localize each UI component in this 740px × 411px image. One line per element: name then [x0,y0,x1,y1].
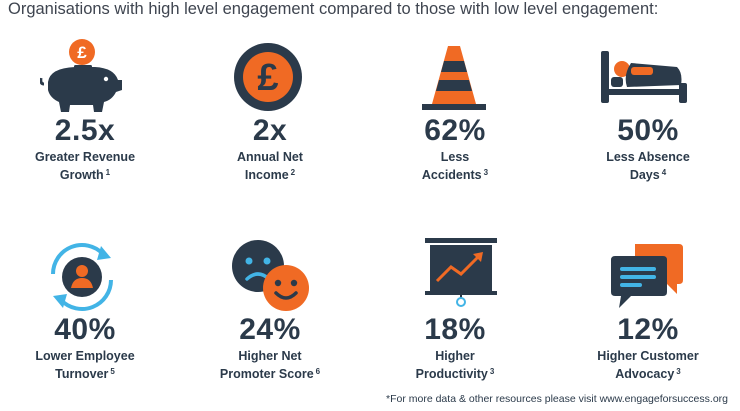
svg-text:£: £ [77,43,87,62]
stat-value: 50% [617,114,679,147]
stat-revenue: 2.5x Greater Revenue Growth 1 [0,115,170,183]
stat-income: 2x Annual Net Income 2 [185,115,355,183]
traffic-cone-icon [418,44,490,117]
stat-label: Lower Employee Turnover 5 [35,349,135,381]
stat-label: Higher Customer Advocacy 3 [597,349,699,381]
stat-productivity: 18% Higher Productivity 3 [370,314,540,382]
employee-cycle-icon [43,238,121,321]
stat-value: 2.5x [54,114,116,147]
pound-coin-icon: £ [233,42,303,117]
stat-value: 62% [424,114,486,147]
stat-label: Higher Net Promoter Score 6 [219,349,321,381]
stat-label: Higher Productivity 3 [415,349,495,381]
stat-accidents: 62% Less Accidents 3 [370,115,540,183]
footnote: *For more data & other resources please … [386,393,728,405]
stat-label: Less Accidents 3 [421,150,489,182]
speech-bubbles-icon [609,240,685,317]
stat-value: 12% [617,313,679,346]
stat-value: 18% [424,313,486,346]
sad-happy-faces-icon [230,238,310,319]
stat-label: Greater Revenue Growth 1 [34,150,136,182]
stat-label: Annual Net Income 2 [237,150,303,182]
stat-value: 40% [54,313,116,346]
stat-promoter: 24% Higher Net Promoter Score 6 [185,314,355,382]
headline: Organisations with high level engagement… [8,0,659,18]
stat-turnover: 40% Lower Employee Turnover 5 [0,314,170,382]
svg-text:£: £ [257,57,278,99]
stat-value: 24% [239,313,301,346]
stat-advocacy: 12% Higher Customer Advocacy 3 [563,314,733,382]
stat-value: 2x [252,114,288,147]
stat-absence: 50% Less Absence Days 4 [563,115,733,183]
sick-in-bed-icon [597,45,689,110]
piggy-bank-icon: £ [39,38,126,119]
stat-label: Less Absence Days 4 [606,150,690,182]
rising-chart-board-icon [423,236,499,313]
